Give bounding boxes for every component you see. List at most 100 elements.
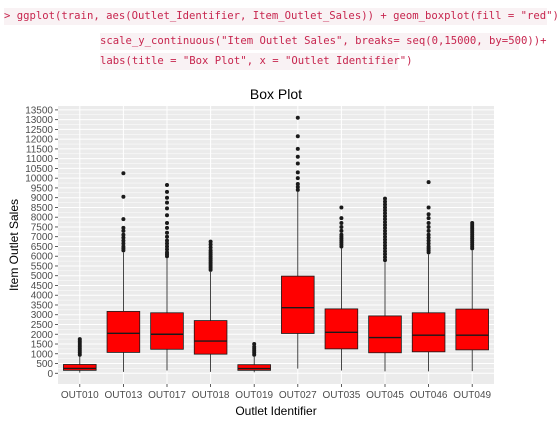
outlier-point [208, 245, 213, 250]
outlier-point [208, 242, 213, 247]
outlier-point [252, 344, 257, 349]
x-tick-label: OUT035 [323, 390, 361, 401]
outlier-point [121, 228, 126, 233]
chart-title: Box Plot [250, 86, 302, 102]
code-line-1: > ggplot(train, aes(Outlet_Identifier, I… [4, 8, 559, 25]
box-out010 [63, 337, 97, 373]
code-line-3: labs(title = "Box Plot", x = "Outlet Ide… [100, 53, 413, 70]
outlier-point [295, 170, 300, 175]
y-tick-label: 10500 [25, 164, 53, 175]
y-axis-ticks: 0500100015002000250030003500400045005000… [25, 105, 58, 380]
y-tick-label: 3500 [31, 300, 54, 311]
y-tick-label: 2000 [31, 330, 54, 341]
y-tick-label: 2500 [31, 320, 54, 331]
outlier-point [165, 183, 169, 188]
y-tick-label: 4500 [31, 281, 54, 292]
y-tick-label: 13000 [25, 115, 53, 126]
outlier-point [383, 243, 387, 248]
outlier-point [165, 238, 169, 243]
iqr-box [324, 308, 359, 350]
outlier-point [426, 228, 431, 233]
box-out019 [237, 342, 271, 373]
outlier-point [339, 205, 344, 210]
outlier-point [165, 244, 169, 249]
outlier-point [426, 244, 431, 249]
outlier-point [121, 241, 126, 246]
x-axis-title: Outlet Identifier [235, 404, 316, 418]
code-text-3: labs(title = "Box Plot", x = "Outlet Ide… [100, 55, 413, 67]
outlier-point [383, 199, 387, 204]
box-out046 [411, 180, 446, 372]
outlier-point [165, 195, 169, 200]
outlier-point [426, 241, 431, 246]
y-tick-label: 9000 [31, 193, 54, 204]
y-tick-label: 6500 [31, 242, 54, 253]
outlier-point [165, 200, 169, 205]
y-tick-label: 11000 [26, 154, 54, 165]
outlier-point [295, 115, 300, 120]
outlier-point [295, 134, 300, 139]
boxes-layer [63, 115, 489, 373]
outlier-point [383, 252, 387, 257]
y-tick-label: 5500 [31, 261, 54, 272]
x-tick-label: OUT049 [453, 390, 491, 401]
x-tick-label: OUT027 [279, 390, 317, 401]
box-out018 [193, 239, 228, 372]
iqr-box [281, 275, 315, 334]
x-tick-label: OUT017 [148, 390, 186, 401]
outlier-point [426, 205, 431, 210]
iqr-box [106, 311, 141, 353]
outlier-point [165, 206, 169, 211]
outlier-point [295, 182, 300, 187]
outlier-point [426, 221, 431, 226]
box-out027 [281, 115, 315, 369]
outlier-point [383, 255, 387, 260]
y-tick-label: 7000 [31, 232, 54, 243]
outlier-point [121, 238, 126, 243]
iqr-box [150, 312, 184, 350]
outlier-point [383, 234, 387, 239]
iqr-box [455, 308, 489, 351]
console-prompt: > [4, 10, 11, 22]
iqr-box [368, 315, 402, 354]
outlier-point [383, 220, 387, 225]
box-out017 [150, 183, 184, 371]
outlier-point [121, 235, 126, 240]
y-tick-label: 3000 [31, 310, 54, 321]
code-line-2: scale_y_continuous("Item Outlet Sales", … [100, 33, 546, 50]
box-out049 [455, 221, 489, 372]
x-tick-label: OUT045 [366, 390, 404, 401]
code-text-2: scale_y_continuous("Item Outlet Sales", … [100, 35, 547, 47]
outlier-point [165, 241, 169, 246]
y-tick-label: 500 [36, 359, 53, 370]
y-tick-label: 9500 [31, 183, 54, 194]
iqr-box [193, 320, 228, 355]
outlier-point [121, 232, 126, 237]
y-tick-label: 6000 [31, 252, 54, 263]
outlier-point [383, 237, 387, 242]
outlier-point [339, 224, 344, 229]
outlier-point [165, 230, 169, 235]
outlier-point [165, 250, 169, 255]
outlier-point [383, 240, 387, 245]
outlier-point [470, 221, 475, 226]
box-out013 [106, 171, 141, 372]
y-tick-label: 5000 [31, 271, 54, 282]
y-axis-title: Item Outlet Sales [7, 199, 21, 291]
y-tick-label: 12500 [25, 125, 53, 136]
outlier-point [295, 161, 300, 166]
outlier-point [383, 214, 387, 219]
outlier-point [426, 238, 431, 243]
iqr-box [411, 312, 446, 353]
outlier-point [252, 342, 257, 347]
y-tick-label: 11500 [26, 144, 54, 155]
outlier-point [339, 232, 344, 237]
outlier-point [77, 337, 82, 342]
code-text-1: ggplot(train, aes(Outlet_Identifier, Ite… [16, 10, 559, 22]
outlier-point [383, 202, 387, 207]
y-tick-label: 1000 [31, 349, 54, 360]
box-out045 [368, 196, 402, 372]
y-tick-label: 8500 [31, 203, 54, 214]
outlier-point [383, 223, 387, 228]
outlier-point [383, 211, 387, 216]
